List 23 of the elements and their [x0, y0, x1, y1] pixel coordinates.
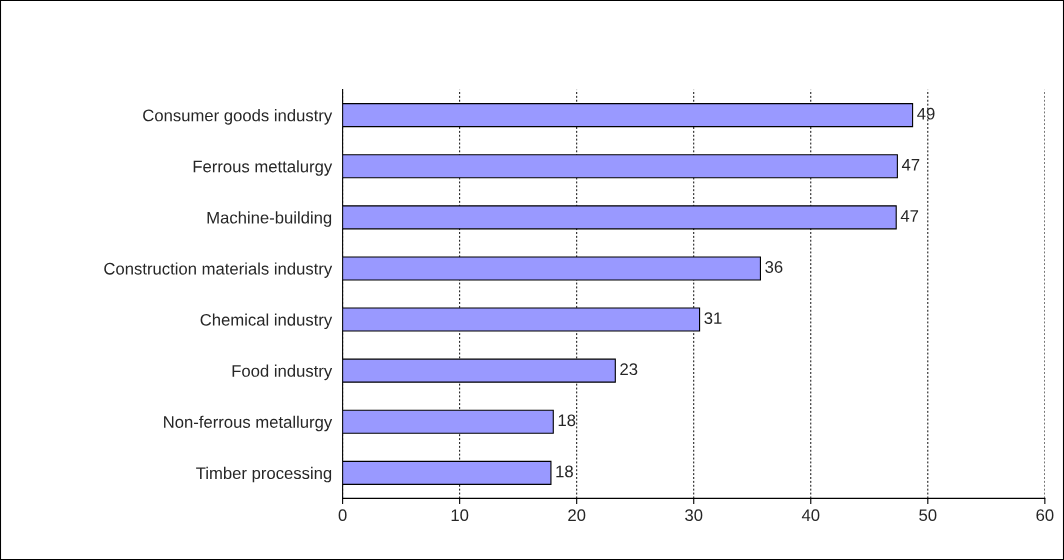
y-tick-label: Construction materials industry [104, 262, 333, 278]
x-tick-label: 30 [685, 509, 703, 522]
data-label: 47 [901, 159, 920, 171]
x-tick-label: 60 [1036, 509, 1054, 522]
x-tick-label: 0 [338, 509, 347, 522]
y-tick-label: Food industry [232, 364, 333, 381]
y-tick-label: Timber processing [196, 466, 332, 483]
y-tick-label: Machine-building [207, 211, 332, 227]
x-tick-label: 20 [568, 509, 586, 522]
data-label: 31 [704, 312, 722, 325]
y-tick-label: Consumer goods industry [143, 109, 333, 125]
y-tick-label: Chemical industry [200, 313, 333, 330]
x-tick-label: 40 [801, 509, 820, 522]
data-label: 49 [917, 107, 935, 120]
data-label: 23 [620, 363, 638, 376]
y-tick-label: Non-ferrous metallurgy [164, 415, 333, 432]
x-tick-label: 10 [451, 509, 469, 522]
data-label: 36 [765, 261, 783, 273]
x-tick-label: 50 [919, 509, 937, 522]
data-label: 18 [556, 465, 573, 478]
y-tick-label: Ferrous mettalurgy [193, 160, 333, 176]
data-label: 18 [558, 414, 576, 427]
data-label: 47 [900, 210, 919, 222]
